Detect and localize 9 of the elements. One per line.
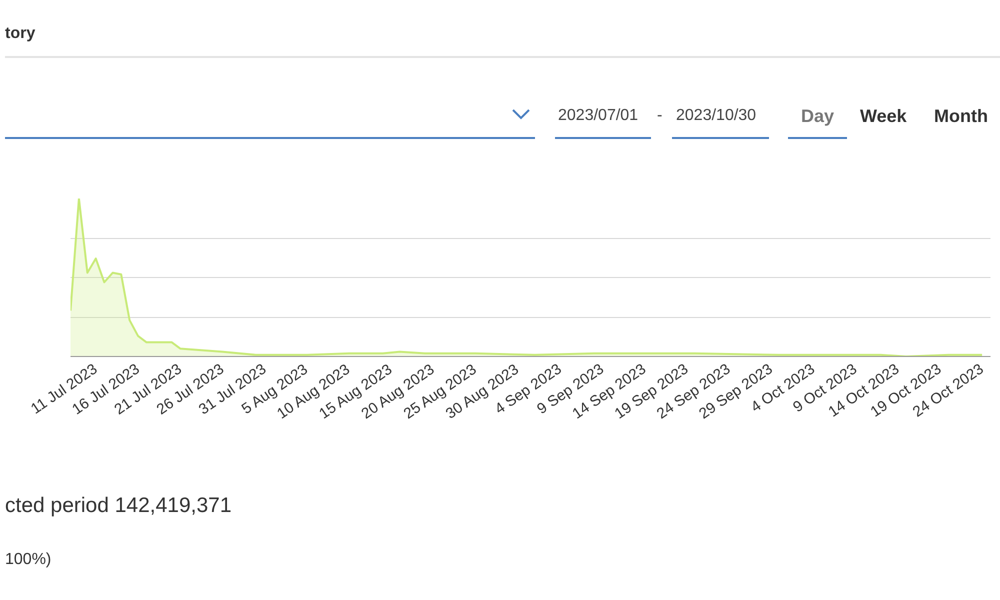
- chart-title: tory: [5, 24, 36, 44]
- text: Week: [860, 105, 907, 128]
- text: Month: [934, 105, 988, 128]
- text: 2023/10/30: [676, 106, 756, 126]
- text: -: [657, 106, 662, 126]
- text: 2023/07/01: [558, 106, 638, 126]
- text: cted period 142,419,371: [5, 493, 232, 519]
- text: Day: [801, 105, 834, 128]
- text: 100%): [5, 550, 52, 570]
